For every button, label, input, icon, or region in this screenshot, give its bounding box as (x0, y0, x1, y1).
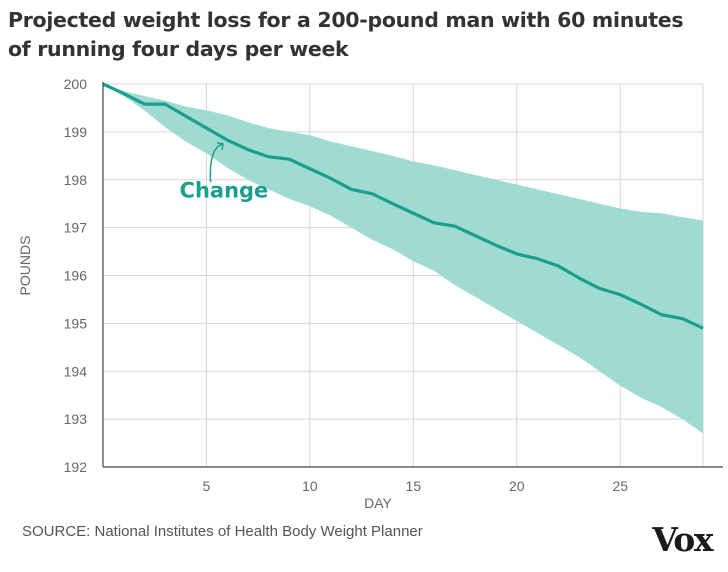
y-tick-label: 197 (64, 220, 88, 236)
y-tick-label: 195 (64, 315, 88, 331)
axes (102, 82, 723, 468)
vox-logo: Vox (652, 520, 713, 559)
x-tick-label: 5 (203, 478, 211, 494)
chart-svg: 192 193 194 195 196 197 198 199 200 5 10 15 20 25 DAY… (17, 76, 723, 511)
annotation-arrowhead (216, 142, 224, 150)
y-tick-label: 192 (64, 459, 88, 475)
x-axis-title: DAY (364, 495, 392, 511)
tick-labels: 192 193 194 195 196 197 198 199 200 5 10 15 20 25 (64, 76, 629, 494)
x-tick-label: 25 (612, 478, 628, 494)
range-band (103, 84, 703, 434)
y-tick-label: 200 (64, 76, 88, 92)
series-line-change (102, 82, 704, 330)
annotation-arrow (209, 143, 224, 183)
y-tick-label: 199 (64, 124, 88, 140)
x-tick-label: 20 (509, 478, 525, 494)
annotation-label-change: Change (180, 178, 269, 202)
y-axis-title: POUNDS (17, 236, 33, 296)
chart-title: Projected weight loss for a 200-pound ma… (8, 8, 684, 61)
y-tick-label: 193 (64, 411, 88, 427)
y-tick-label: 196 (64, 268, 88, 284)
source-note: SOURCE: National Institutes of Health Bo… (22, 523, 423, 540)
x-tick-label: 10 (302, 478, 318, 494)
y-tick-label: 198 (64, 172, 88, 188)
x-tick-label: 15 (406, 478, 422, 494)
y-tick-label: 194 (64, 363, 88, 379)
